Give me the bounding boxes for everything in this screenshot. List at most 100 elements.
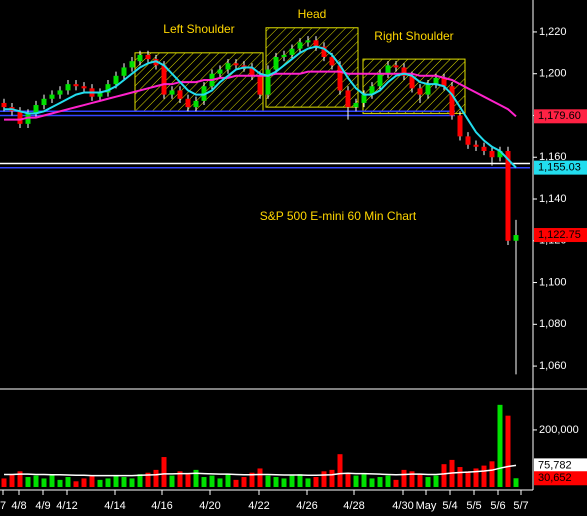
volume-bar [401,469,407,487]
candle-body [497,150,503,158]
candle-body [505,150,511,241]
volume-bar [505,415,511,487]
candle-body [321,46,327,58]
candle-body [401,67,407,76]
volume-bar [185,474,191,487]
price-label: 1,179.60 [538,110,581,122]
volume-bar [441,464,447,487]
volume-bar [57,479,63,487]
price-label-bg [534,160,587,175]
candle-body [225,63,231,70]
candle-body [361,94,367,103]
candle-body [337,65,343,91]
candle-body [145,54,151,60]
candle-body [25,113,31,124]
x-tick-label: 4/30 [392,500,413,512]
x-tick-label: 5/4 [442,500,457,512]
candle-body [449,86,455,116]
volume-bar [89,475,95,487]
volume-bar [425,477,431,487]
volume-bar [481,465,487,487]
volume-bar [489,461,495,487]
volume-bar [161,457,167,487]
price-label-bg [534,228,587,243]
volume-bar [433,475,439,487]
volume-bar [9,474,15,487]
volume-bar [97,479,103,487]
candle-body [73,84,79,87]
volume-bar [145,472,151,487]
x-tick-label: 4/9 [35,500,50,512]
volume-bar [417,474,423,487]
volume-bar [281,478,287,487]
volume-bar [369,478,375,487]
volume-bar [257,468,263,487]
candle-body [297,42,303,49]
candle-body [345,90,351,108]
volume-bar [193,469,199,487]
candle-body [161,65,167,95]
candle-body [265,69,271,95]
pattern-label: Right Shoulder [374,29,453,43]
candle-body [473,144,479,147]
candle-body [185,98,191,108]
volume-bar [25,477,31,487]
chart-title: S&P 500 E-mini 60 Min Chart [260,209,417,223]
price-label: 1,155.03 [538,162,581,174]
y-tick-label: 1,080 [539,318,567,330]
volume-bar [513,478,519,487]
volume-bar [305,478,311,487]
volume-bar [457,467,463,487]
candle-body [385,65,391,74]
y-tick-label: 1,100 [539,276,567,288]
candle-body [113,75,119,85]
x-tick-label: 5/7 [513,500,528,512]
volume-bar [65,477,71,487]
volume-bar [201,477,207,487]
candle-body [129,61,135,68]
candle-body [1,102,7,108]
volume-bar [289,475,295,487]
x-tick-label: May [416,500,437,512]
volume-bar [73,481,79,487]
candle-body [241,65,247,68]
volume-bar [353,475,359,487]
candle-body [409,75,415,89]
volume-bar [217,478,223,487]
volume-bar [41,478,47,487]
y-tick-label: 1,160 [539,151,567,163]
candle-body [49,94,55,99]
candle-body [353,102,359,108]
candle-body [377,73,383,87]
volume-bar [465,471,471,487]
candle-body [257,75,263,95]
volume-bar [113,475,119,487]
pattern-box [265,27,359,108]
volume-bar [321,471,327,487]
pattern-label: Left Shoulder [163,22,234,36]
candle-body [441,77,447,87]
candle-body [513,235,519,241]
candle-body [81,86,87,89]
x-tick-label: 4/12 [56,500,77,512]
candle-body [105,84,111,93]
volume-bar [313,477,319,487]
volume-average [4,464,517,477]
moving-average [4,70,517,121]
candle-body [417,88,423,95]
candle-body [41,98,47,106]
y-tick-label: 200,000 [539,424,579,436]
x-tick-label: 7 [0,500,6,512]
volume-bar [241,477,247,487]
x-tick-label: 4/20 [199,500,220,512]
volume-bar [497,404,503,487]
candle-body [313,40,319,47]
x-tick-label: 5/5 [466,500,481,512]
candle-body [17,111,23,124]
candle-body [289,48,295,55]
candle-body [369,86,375,95]
candle-body [281,54,287,58]
volume-bar [473,468,479,487]
